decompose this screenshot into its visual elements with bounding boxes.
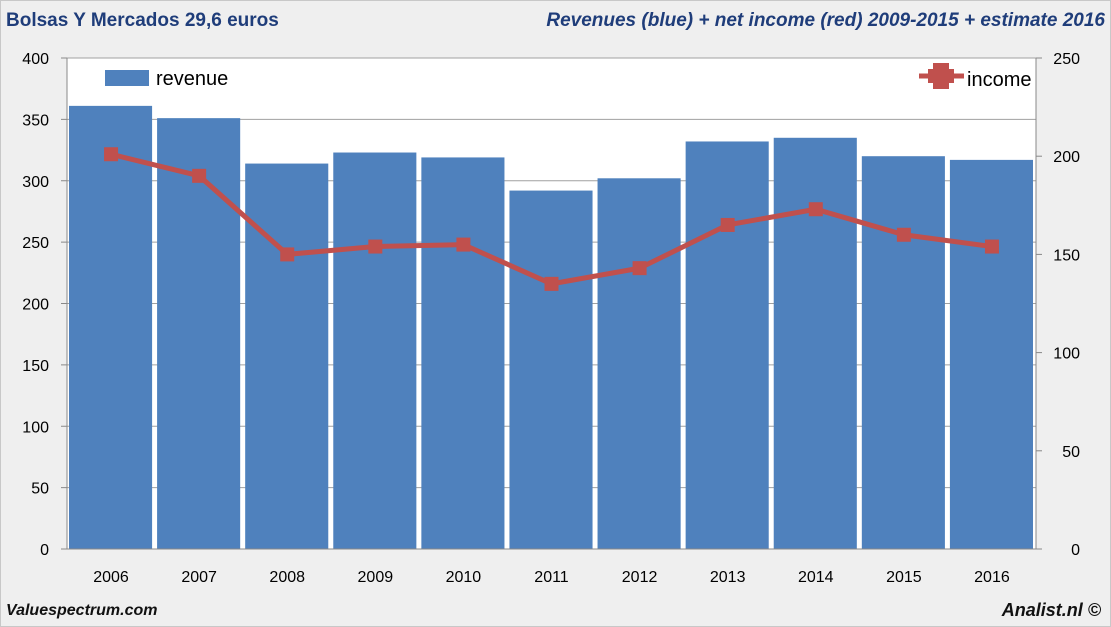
legend-revenue-label: revenue: [156, 68, 228, 90]
footer-source: Valuespectrum.com: [6, 602, 158, 619]
x-tick-label: 2015: [886, 569, 922, 586]
chart-title-right: Revenues (blue) + net income (red) 2009-…: [546, 10, 1105, 31]
x-tick-label: 2006: [93, 569, 129, 586]
bar-revenue: [597, 178, 681, 550]
left-tick-label: 150: [22, 358, 49, 375]
bar-revenue: [773, 137, 857, 549]
point-income: [720, 217, 735, 232]
bar-revenue: [157, 118, 241, 550]
left-tick-label: 300: [22, 174, 49, 191]
point-income: [104, 147, 119, 162]
x-tick-label: 2011: [534, 569, 569, 586]
x-tick-label: 2008: [269, 569, 305, 586]
legend-revenue-swatch: [105, 70, 149, 86]
point-income: [544, 276, 559, 291]
x-tick-label: 2007: [181, 569, 217, 586]
right-tick-label: 50: [1062, 444, 1080, 461]
x-tick-label: 2016: [974, 569, 1010, 586]
left-tick-label: 100: [22, 419, 49, 436]
point-income: [632, 261, 647, 276]
bar-revenue: [333, 152, 417, 549]
point-income: [984, 239, 999, 254]
right-tick-label: 250: [1053, 51, 1080, 68]
point-income: [192, 168, 207, 183]
right-tick-label: 100: [1053, 346, 1080, 363]
right-tick-label: 0: [1071, 542, 1080, 559]
bar-revenue: [685, 141, 769, 549]
point-income: [280, 247, 295, 262]
x-tick-label: 2013: [710, 569, 746, 586]
x-tick-label: 2009: [358, 569, 394, 586]
left-tick-label: 250: [22, 235, 49, 252]
left-tick-label: 50: [31, 481, 49, 498]
left-tick-label: 200: [22, 297, 49, 314]
x-tick-label: 2012: [622, 569, 658, 586]
point-income: [456, 237, 471, 252]
chart-title-left: Bolsas Y Mercados 29,6 euros: [6, 10, 279, 31]
left-tick-label: 350: [22, 112, 49, 129]
x-tick-label: 2010: [446, 569, 482, 586]
legend-income-marker-h: [928, 69, 954, 83]
left-tick-label: 0: [40, 542, 49, 559]
point-income: [896, 227, 911, 242]
bar-revenue: [245, 163, 329, 549]
legend-income-label: income: [967, 69, 1031, 91]
bar-revenue: [949, 159, 1033, 549]
footer-credit: Analist.nl ©: [1001, 600, 1101, 620]
chart: 0 50 100 150 200 250 300 350 400 0 50 100 150 200 250 2…: [22, 51, 1080, 586]
bar-revenue: [861, 156, 945, 549]
point-income: [808, 202, 823, 217]
bar-revenue: [69, 105, 153, 549]
right-tick-label: 200: [1053, 149, 1080, 166]
left-tick-label: 400: [22, 51, 49, 68]
bar-revenue: [509, 190, 593, 549]
bar-revenue: [421, 157, 505, 549]
x-tick-label: 2014: [798, 569, 834, 586]
right-tick-label: 150: [1053, 247, 1080, 264]
point-income: [368, 239, 383, 254]
